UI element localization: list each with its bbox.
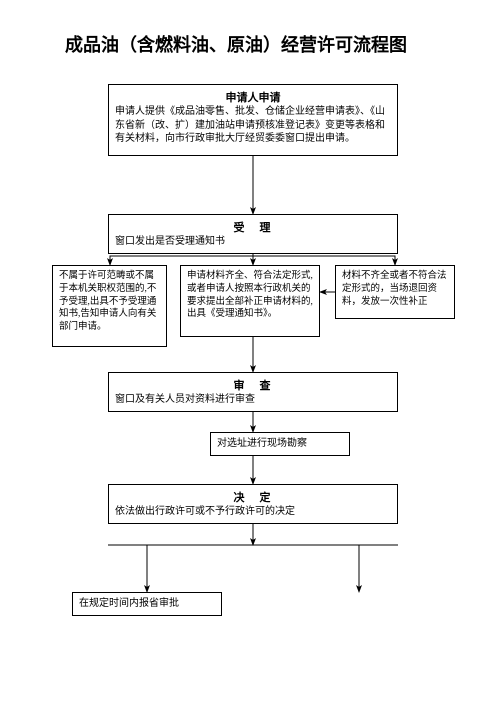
node-review-body: 窗口及有关人员对资料进行审查 [115,393,391,407]
node-report: 在规定时间内报省审批 [72,592,222,616]
page: 成品油（含燃料油、原油）经营许可流程图 申请人申请申请人提供《成品油零售、批发、… [0,0,500,707]
node-report-body: 在规定时间内报省审批 [79,597,215,611]
node-decide-header: 决 定 [115,489,391,505]
node-decide-body: 依法做出行政许可或不予行政许可的决定 [115,505,391,519]
node-apply: 申请人申请申请人提供《成品油零售、批发、仓储企业经营申请表》、《山东省新（改、扩… [108,84,398,156]
node-complete-body: 申请材料齐全、符合法定形式,或者申请人按照本行政机关的要求提出全部补正申请材料的… [187,270,313,321]
node-review-header: 审 查 [115,377,391,393]
node-complete: 申请材料齐全、符合法定形式,或者申请人按照本行政机关的要求提出全部补正申请材料的… [180,265,320,337]
node-decide: 决 定依法做出行政许可或不予行政许可的决定 [108,484,398,524]
node-incomplete: 材料不齐全或者不符合法定形式的，当场退回资料，发放一次性补正 [335,265,455,319]
node-site-body: 对选址进行现场勘察 [217,437,343,451]
page-title: 成品油（含燃料油、原油）经营许可流程图 [65,34,445,57]
node-reject: 不属于许可范畴或不属于本机关职权范围的,不予受理,出具不予受理通知书,告知申请人… [52,265,167,347]
node-apply-header: 申请人申请 [115,89,391,105]
node-accept: 受 理窗口发出是否受理通知书 [108,214,398,254]
node-incomplete-body: 材料不齐全或者不符合法定形式的，当场退回资料，发放一次性补正 [342,270,448,308]
node-apply-body: 申请人提供《成品油零售、批发、仓储企业经营申请表》、《山东省新（改、扩）建加油站… [115,105,391,146]
node-site: 对选址进行现场勘察 [210,432,350,456]
node-accept-body: 窗口发出是否受理通知书 [115,235,391,249]
node-accept-header: 受 理 [115,219,391,235]
node-review: 审 查窗口及有关人员对资料进行审查 [108,372,398,412]
node-reject-body: 不属于许可范畴或不属于本机关职权范围的,不予受理,出具不予受理通知书,告知申请人… [59,270,160,334]
